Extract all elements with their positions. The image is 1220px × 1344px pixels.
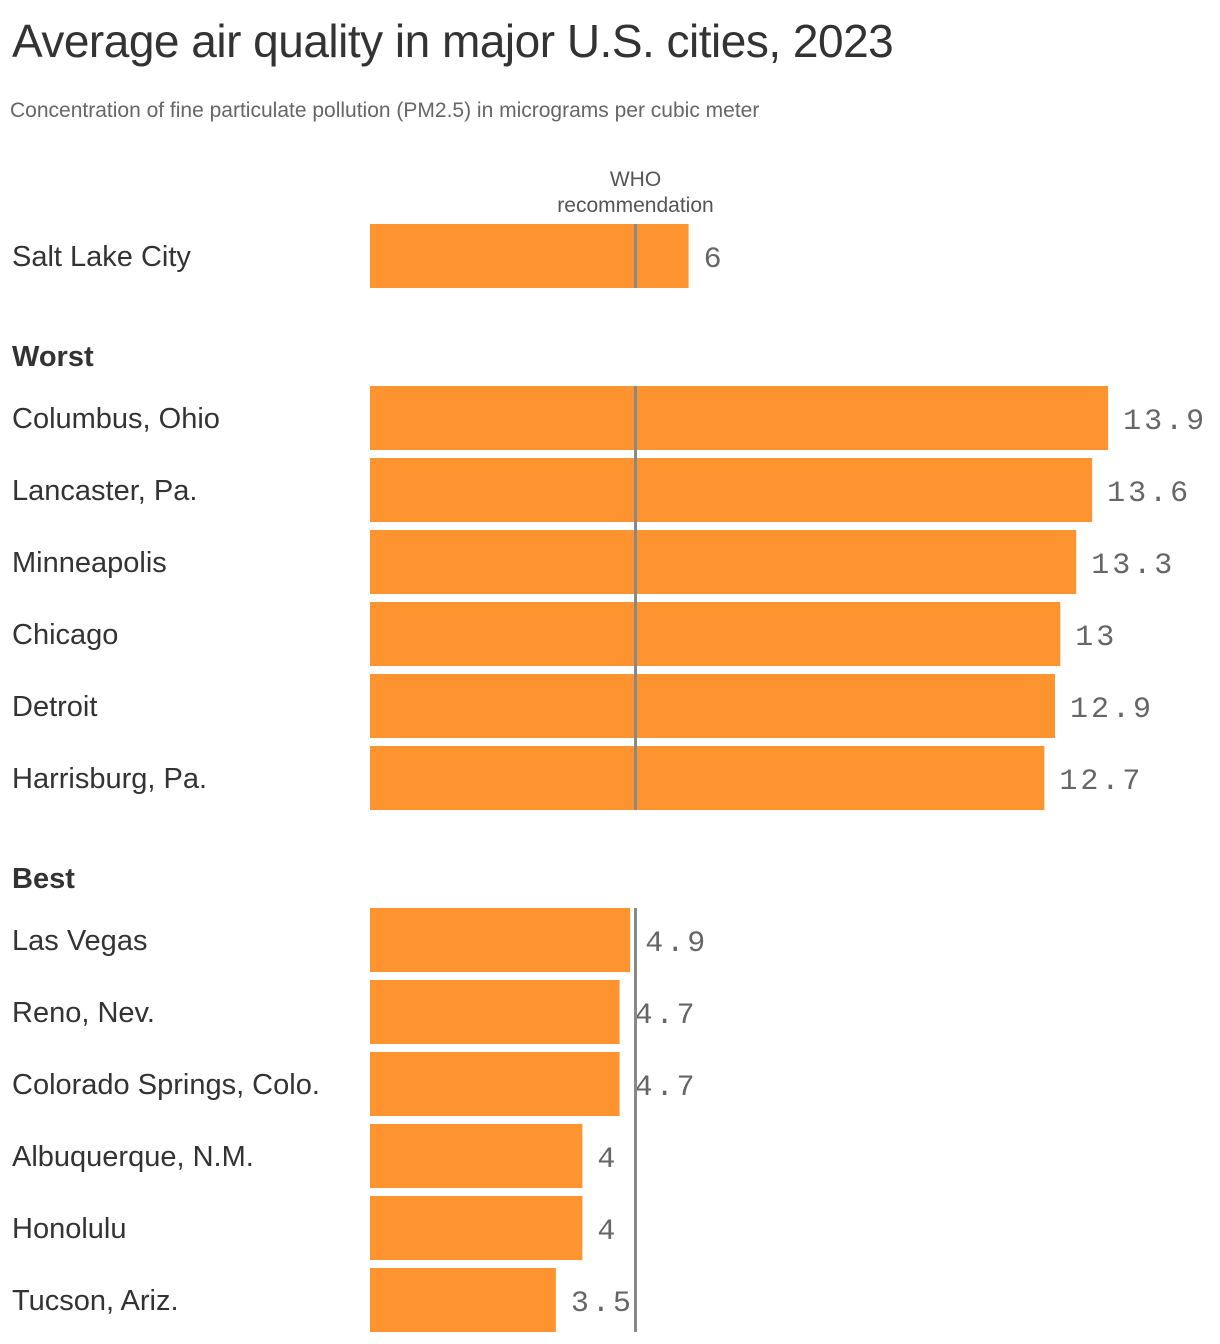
value-label-detroit: 12.9 (1070, 693, 1154, 727)
value-label-las-vegas: 4.9 (645, 927, 708, 961)
category-label-albuquerque-n-m: Albuquerque, N.M. (12, 1141, 254, 1173)
chart-title: Average air quality in major U.S. cities… (12, 15, 894, 67)
value-label-colorado-springs-colo: 4.7 (635, 1071, 698, 1105)
category-label-detroit: Detroit (12, 691, 97, 723)
bar-salt-lake-city (370, 224, 689, 288)
category-label-lancaster-pa: Lancaster, Pa. (12, 475, 197, 507)
bar-honolulu (370, 1196, 583, 1260)
category-label-harrisburg-pa: Harrisburg, Pa. (12, 763, 207, 795)
category-label-columbus-ohio: Columbus, Ohio (12, 403, 220, 435)
reference-label-line-1: WHO (610, 168, 661, 191)
value-label-honolulu: 4 (597, 1215, 618, 1249)
category-label-honolulu: Honolulu (12, 1213, 126, 1245)
category-label-las-vegas: Las Vegas (12, 925, 147, 957)
bar-chicago (370, 602, 1061, 666)
chart-subtitle: Concentration of fine particulate pollut… (10, 99, 760, 122)
category-label-tucson-ariz: Tucson, Ariz. (12, 1285, 179, 1317)
value-label-chicago: 13 (1075, 621, 1117, 655)
category-label-colorado-springs-colo: Colorado Springs, Colo. (12, 1069, 320, 1101)
bar-detroit (370, 674, 1055, 738)
value-label-albuquerque-n-m: 4 (597, 1143, 618, 1177)
value-label-reno-nev: 4.7 (635, 999, 698, 1033)
value-label-lancaster-pa: 13.6 (1107, 477, 1191, 511)
value-label-salt-lake-city: 6 (704, 243, 725, 277)
bar-minneapolis (370, 530, 1077, 594)
category-label-salt-lake-city: Salt Lake City (12, 241, 191, 273)
bar-las-vegas (370, 908, 631, 972)
group-label-worst: Worst (12, 341, 94, 373)
bar-colorado-springs-colo (370, 1052, 620, 1116)
bar-albuquerque-n-m (370, 1124, 583, 1188)
group-label-best: Best (12, 863, 75, 895)
bar-reno-nev (370, 980, 620, 1044)
category-label-chicago: Chicago (12, 619, 118, 651)
value-label-minneapolis: 13.3 (1091, 549, 1175, 583)
bar-lancaster-pa (370, 458, 1093, 522)
bar-columbus-ohio (370, 386, 1109, 450)
value-label-columbus-ohio: 13.9 (1123, 405, 1207, 439)
reference-label-line-2: recommendation (557, 194, 713, 217)
value-label-tucson-ariz: 3.5 (571, 1287, 634, 1321)
category-label-reno-nev: Reno, Nev. (12, 997, 155, 1029)
bar-tucson-ariz (370, 1268, 556, 1332)
bar-harrisburg-pa (370, 746, 1045, 810)
value-label-harrisburg-pa: 12.7 (1059, 765, 1143, 799)
category-label-minneapolis: Minneapolis (12, 547, 167, 579)
